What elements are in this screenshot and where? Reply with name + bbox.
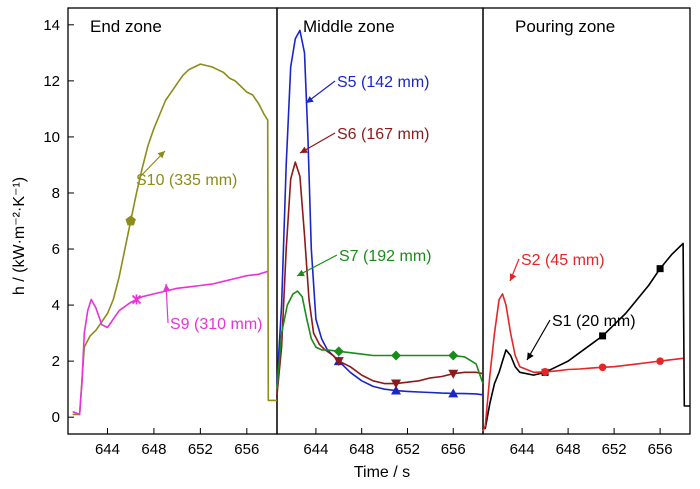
series-line-star — [72, 270, 268, 416]
x-tick-label: 648 — [556, 441, 581, 458]
data-point-marker — [391, 350, 402, 361]
series-layer — [72, 29, 690, 432]
y-tick-label: 8 — [52, 185, 60, 202]
panel-frame — [67, 7, 278, 435]
series-label: S10 (335 mm) — [136, 172, 237, 189]
y-tick-label: 4 — [52, 297, 60, 314]
data-point-marker — [391, 385, 402, 395]
label-arrowhead — [510, 273, 517, 281]
panel-title: Middle zone — [303, 17, 395, 36]
label-arrowhead — [306, 96, 314, 103]
panel-title: End zone — [90, 17, 162, 36]
label-layer: End zone S10 (335 mm) S9 (310 mm) Middle zo… — [90, 17, 636, 361]
label-arrowhead — [163, 284, 171, 292]
data-point-marker — [541, 367, 549, 376]
y-tick-label: 0 — [52, 409, 60, 426]
series-label: S6 (167 mm) — [337, 126, 429, 143]
series-line-triangle — [276, 29, 484, 396]
data-point-marker — [448, 369, 459, 379]
x-tick-label: 652 — [602, 441, 627, 458]
x-axis-title: Time / s — [354, 464, 410, 481]
x-tick-label: 644 — [303, 441, 328, 458]
y-tick-label: 10 — [43, 129, 60, 146]
series-label: S2 (45 mm) — [521, 252, 605, 269]
series-line-triangle-down — [276, 161, 484, 395]
series-label: S7 (192 mm) — [339, 248, 431, 265]
x-tick-label: 652 — [188, 441, 213, 458]
data-point-marker — [599, 332, 607, 340]
series-label: S9 (310 mm) — [170, 316, 262, 333]
x-tick-label: 644 — [510, 441, 535, 458]
x-tick-label: 652 — [395, 441, 420, 458]
label-leader-line — [526, 319, 551, 361]
x-tick-label: 644 — [95, 441, 120, 458]
label-leader-line — [296, 254, 338, 277]
y-tick-label: 2 — [52, 353, 60, 370]
x-tick-label: 656 — [234, 441, 259, 458]
series-label: S5 (142 mm) — [337, 74, 429, 91]
series-line-square — [483, 242, 690, 430]
data-point-marker — [333, 346, 344, 357]
data-point-marker — [656, 265, 664, 273]
label-arrowhead — [300, 146, 308, 153]
data-point-marker — [598, 363, 607, 372]
data-point-marker — [391, 379, 402, 389]
data-point-marker — [125, 215, 136, 226]
series-label: S1 (20 mm) — [552, 313, 636, 330]
data-point-marker — [131, 294, 142, 305]
panel-title: Pouring zone — [515, 17, 615, 36]
label-arrowhead — [157, 151, 165, 159]
y-tick-label: 12 — [43, 73, 60, 90]
x-tick-label: 648 — [141, 441, 166, 458]
y-tick-label: 6 — [52, 241, 60, 258]
data-point-marker — [333, 357, 344, 367]
x-tick-label: 656 — [648, 441, 673, 458]
y-axis-title: h / (kW·m⁻²·K⁻¹) — [11, 177, 28, 295]
x-tick-label: 656 — [441, 441, 466, 458]
y-tick-label: 14 — [43, 17, 60, 34]
axes-layer: 0 2 4 6 8 10 12 14 644 648 652 656 644 648 652 656 644 64… — [43, 7, 691, 458]
data-point-marker — [656, 357, 664, 365]
data-point-marker — [448, 350, 459, 361]
x-tick-label: 648 — [349, 441, 374, 458]
label-arrowhead — [297, 269, 305, 276]
series-line-diamond — [276, 290, 484, 390]
series-line-pentagon — [72, 63, 277, 416]
label-arrowhead — [527, 352, 534, 360]
data-point-marker — [448, 388, 459, 398]
panel-frame — [482, 7, 691, 435]
